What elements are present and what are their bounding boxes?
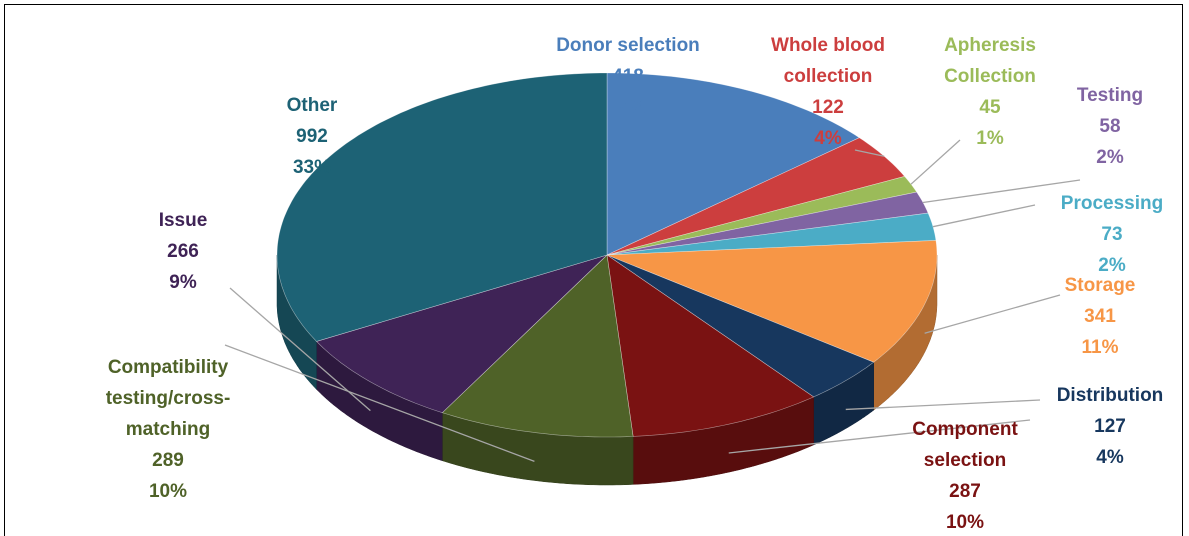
slice <box>606 254 815 437</box>
value-label: 45 <box>979 97 1001 118</box>
category-label: Other <box>286 95 338 116</box>
category-label: Apheresis Collection <box>944 35 1036 87</box>
category-label: Issue <box>158 210 208 231</box>
data-label: Distribution 127 4% <box>1057 380 1164 473</box>
leader-line <box>224 344 535 462</box>
category-label: Testing <box>1076 85 1144 106</box>
value-label: 287 <box>949 481 981 502</box>
percent-label: 11% <box>1081 337 1119 358</box>
category-label: Component selection <box>912 419 1018 471</box>
leader-line <box>854 149 885 157</box>
data-label: Apheresis Collection 45 1% <box>944 30 1036 154</box>
percent-label: 9% <box>169 272 197 293</box>
category-label: Whole blood collection <box>771 35 885 87</box>
data-label: Component selection 287 10% <box>912 414 1018 536</box>
category-label: Distribution <box>1056 385 1164 406</box>
leader-line <box>728 419 1031 454</box>
category-label: Storage <box>1064 275 1136 296</box>
leader-line <box>910 139 961 185</box>
percent-label: 4% <box>1096 447 1124 468</box>
percent-label: 2% <box>1098 255 1126 276</box>
percent-label: 10% <box>945 512 985 533</box>
value-label: 122 <box>812 97 844 118</box>
category-label: Donor selection <box>556 35 700 56</box>
value-label: 58 <box>1099 116 1121 137</box>
value-label: 127 <box>1094 416 1126 437</box>
slice <box>315 254 608 414</box>
category-label: Processing <box>1060 193 1164 214</box>
slice <box>606 72 860 256</box>
percent-label: 4% <box>814 128 842 149</box>
value-label: 418 <box>612 66 644 87</box>
value-label: 73 <box>1101 224 1123 245</box>
value-label: 992 <box>296 126 328 147</box>
percent-label: 14% <box>608 97 648 118</box>
data-label: Other 992 33% <box>287 90 338 183</box>
slice <box>606 240 938 363</box>
slice <box>276 72 608 342</box>
leader-line <box>924 294 1061 334</box>
value-label: 289 <box>152 450 184 471</box>
slice <box>441 254 634 438</box>
data-label: Processing 73 2% <box>1061 188 1163 281</box>
leader-line <box>922 179 1081 204</box>
data-label: Issue 266 9% <box>159 205 208 298</box>
leader-line <box>932 204 1036 228</box>
leader-line <box>229 287 371 412</box>
slice <box>606 254 875 398</box>
category-label: Compatibility testing/cross- matching <box>105 357 231 440</box>
percent-label: 33% <box>292 157 332 178</box>
percent-label: 10% <box>148 481 188 502</box>
leader-line <box>845 399 1041 411</box>
percent-label: 2% <box>1096 147 1124 168</box>
value-label: 266 <box>167 241 199 262</box>
percent-label: 1% <box>976 128 1004 149</box>
frame <box>4 4 1183 536</box>
value-label: 341 <box>1084 306 1116 327</box>
data-label: Donor selection 418 14% <box>556 30 700 123</box>
data-label: Testing 58 2% <box>1077 80 1143 173</box>
data-label: Storage 341 11% <box>1065 270 1136 363</box>
data-label: Compatibility testing/cross- matching 289… <box>106 352 231 507</box>
data-label: Whole blood collection 122 4% <box>771 30 885 154</box>
